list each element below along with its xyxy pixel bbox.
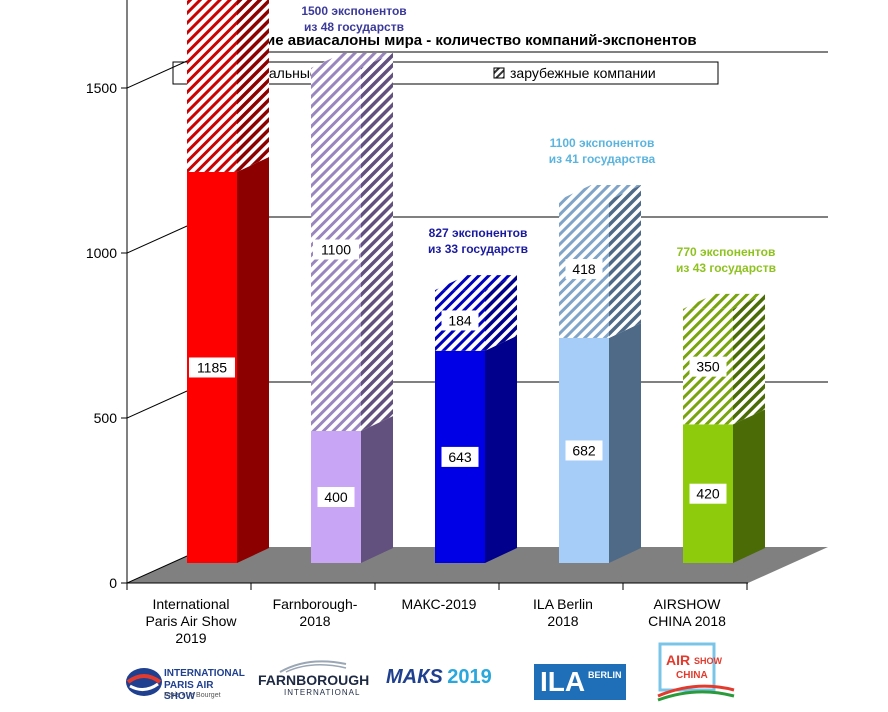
farnborough-logo-line2: INTERNATIONAL bbox=[284, 688, 361, 697]
value-box-national-1 bbox=[317, 487, 355, 507]
farnborough-logo: FARNBOROUGH INTERNATIONAL bbox=[258, 658, 370, 702]
bar-national-side-3 bbox=[609, 322, 641, 563]
paris-emblem-icon bbox=[126, 668, 162, 696]
value-box-foreign-4 bbox=[689, 356, 727, 377]
value-label-foreign-2: 184 bbox=[448, 312, 472, 328]
maks-logo: МАКS 2019 bbox=[386, 666, 504, 696]
x-category-label-1-1: 2018 bbox=[299, 613, 330, 629]
value-label-foreign-3: 418 bbox=[572, 261, 596, 277]
airshow-logo-line3: CHINA bbox=[676, 670, 708, 681]
bar-national-side-4 bbox=[733, 409, 765, 563]
x-category-label-0-1: Paris Air Show bbox=[145, 613, 237, 629]
paris-logo-line1: INTERNATIONAL bbox=[164, 668, 245, 679]
y-tick-label-1: 500 bbox=[94, 410, 118, 426]
value-label-foreign-4: 350 bbox=[696, 359, 720, 375]
x-category-label-3-0: ILA Berlin bbox=[533, 596, 593, 612]
x-category-label-0-2: 2019 bbox=[175, 630, 206, 646]
value-label-national-3: 682 bbox=[572, 442, 596, 458]
y-tick-label-2: 1000 bbox=[86, 245, 117, 261]
legend-swatch-foreign bbox=[493, 67, 505, 79]
paris-logo-line2: PARIS AIR SHOW bbox=[164, 680, 214, 702]
value-label-national-4: 420 bbox=[696, 486, 720, 502]
annotation-3-0: 1100 экспонентов bbox=[550, 136, 655, 150]
value-box-foreign-3 bbox=[565, 258, 603, 279]
annotation-4-1: из 43 государств bbox=[676, 261, 776, 275]
bar-3 bbox=[559, 185, 641, 563]
x-category-label-0-0: International bbox=[152, 596, 229, 612]
x-category-label-2-0: МАКС-2019 bbox=[402, 596, 477, 612]
ila-berlin-logo: ILA BERLIN bbox=[534, 664, 626, 700]
annotation-3-1: из 41 государства bbox=[549, 152, 656, 166]
bar-top-4 bbox=[683, 293, 765, 309]
value-label-national-1: 400 bbox=[324, 489, 348, 505]
legend-box bbox=[172, 61, 719, 85]
airshow-china-logo: AIR SHOW CHINA bbox=[656, 640, 736, 706]
x-category-label-4-0: AIRSHOW bbox=[654, 596, 722, 612]
bar-national-side-1 bbox=[361, 416, 393, 563]
annotation-2-0: 827 экспонентов bbox=[429, 226, 528, 240]
x-category-label-3-1: 2018 bbox=[547, 613, 578, 629]
annotation-2-1: из 33 государств bbox=[428, 242, 528, 256]
bar-foreign-side-1 bbox=[361, 53, 393, 431]
bar-top-3 bbox=[559, 185, 641, 200]
bar-foreign-front-0 bbox=[187, 0, 237, 172]
bar-1 bbox=[311, 53, 393, 563]
chart-title: Крупнейшие авиасалоны мира - количество … bbox=[191, 32, 696, 49]
annotation-1-0: 1500 экспонентов bbox=[301, 4, 406, 18]
bar-foreign-side-2 bbox=[485, 275, 517, 351]
bar-national-side-0 bbox=[237, 156, 269, 563]
annotation-4-0: 770 экспонентов bbox=[677, 245, 776, 259]
ila-logo-line1: ILA bbox=[540, 666, 586, 697]
maks-logo-line1: МАКS bbox=[386, 666, 443, 688]
airshow-china-emblem-icon bbox=[657, 642, 735, 702]
y-tick-label-0: 0 bbox=[109, 575, 117, 591]
bar-top-1 bbox=[311, 53, 393, 68]
y-tick-label-3: 1500 bbox=[86, 80, 117, 96]
bar-top-2 bbox=[435, 275, 517, 291]
value-box-national-2 bbox=[441, 446, 479, 467]
airshow-logo-line1: AIR bbox=[666, 652, 691, 668]
value-box-foreign-2 bbox=[441, 310, 479, 331]
value-label-national-2: 643 bbox=[448, 449, 472, 465]
x-category-label-1-0: Farnborough- bbox=[273, 596, 358, 612]
value-box-national-0 bbox=[189, 357, 235, 378]
chart-floor bbox=[127, 547, 828, 583]
value-box-foreign-1 bbox=[313, 239, 359, 260]
paris-air-show-logo: INTERNATIONAL PARIS AIR SHOW Paris • Le … bbox=[124, 660, 245, 704]
airshow-logo-line2: SHOW bbox=[694, 656, 722, 666]
farnborough-swoosh-icon bbox=[279, 660, 347, 673]
annotation-1-1: из 48 государств bbox=[304, 20, 404, 34]
value-box-national-4 bbox=[689, 483, 727, 504]
bar-0 bbox=[187, 0, 269, 563]
legend-label-foreign: зарубежные компании bbox=[510, 65, 656, 81]
x-category-label-4-1: CHINA 2018 bbox=[648, 613, 726, 629]
value-box-national-3 bbox=[565, 440, 603, 461]
bar-national-side-2 bbox=[485, 335, 517, 563]
value-label-foreign-1: 1100 bbox=[321, 242, 351, 258]
bar-foreign-side-4 bbox=[733, 293, 765, 425]
bar-foreign-side-3 bbox=[609, 185, 641, 338]
bar-foreign-side-0 bbox=[237, 0, 269, 172]
paris-logo-line3: Paris • Le Bourget bbox=[164, 692, 221, 699]
value-label-national-0: 1185 bbox=[197, 359, 227, 375]
maks-logo-line2: 2019 bbox=[447, 666, 492, 688]
ila-logo-line2: BERLIN bbox=[588, 670, 622, 680]
bar-4 bbox=[683, 293, 765, 563]
farnborough-logo-line1: FARNBOROUGH bbox=[258, 672, 370, 688]
